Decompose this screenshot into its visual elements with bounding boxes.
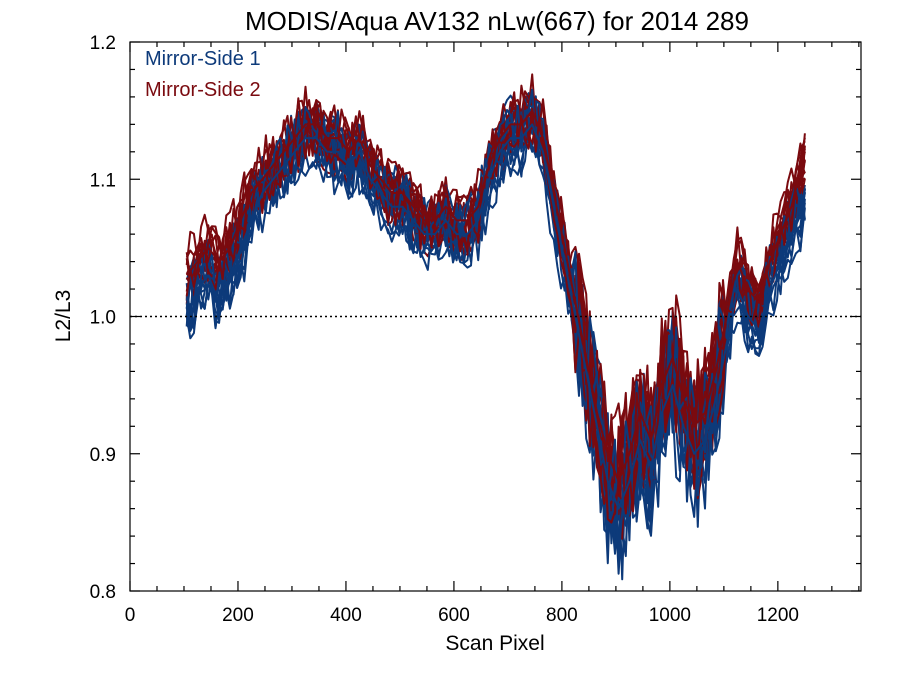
- chart-title: MODIS/Aqua AV132 nLw(667) for 2014 289: [245, 6, 749, 36]
- x-tick-label: 800: [546, 605, 578, 626]
- x-tick-label: 0: [125, 605, 136, 626]
- legend: Mirror-Side 1 Mirror-Side 2: [145, 48, 261, 101]
- x-axis-label: Scan Pixel: [445, 632, 544, 655]
- mirror-side-2-trace: [185, 73, 806, 488]
- y-axis-label: L2/L3: [52, 290, 75, 343]
- y-tick-label: 0.9: [90, 445, 116, 466]
- x-tick-label: 1000: [649, 605, 691, 626]
- y-tick-label: 1.2: [90, 33, 116, 54]
- x-axis: 0 200 400 600 800 1000 1200: [125, 42, 860, 626]
- y-axis: 0.8 0.9 1.0 1.1 1.2: [90, 33, 861, 603]
- series-mirror-side-2-line: [185, 109, 806, 483]
- y-tick-label: 1.0: [90, 308, 116, 329]
- x-tick-label: 200: [222, 605, 254, 626]
- x-tick-label: 400: [330, 605, 362, 626]
- y-tick-label: 1.1: [90, 170, 116, 191]
- legend-item-mirror-side-1: Mirror-Side 1: [145, 48, 261, 70]
- series-layer: [185, 73, 806, 581]
- x-tick-label: 1200: [757, 605, 799, 626]
- y-tick-label: 0.8: [90, 582, 116, 603]
- legend-item-mirror-side-2: Mirror-Side 2: [145, 79, 261, 101]
- series-mirror-side-1-line: [185, 123, 806, 510]
- mirror-side-2-trace: [185, 107, 806, 524]
- x-tick-label: 600: [438, 605, 470, 626]
